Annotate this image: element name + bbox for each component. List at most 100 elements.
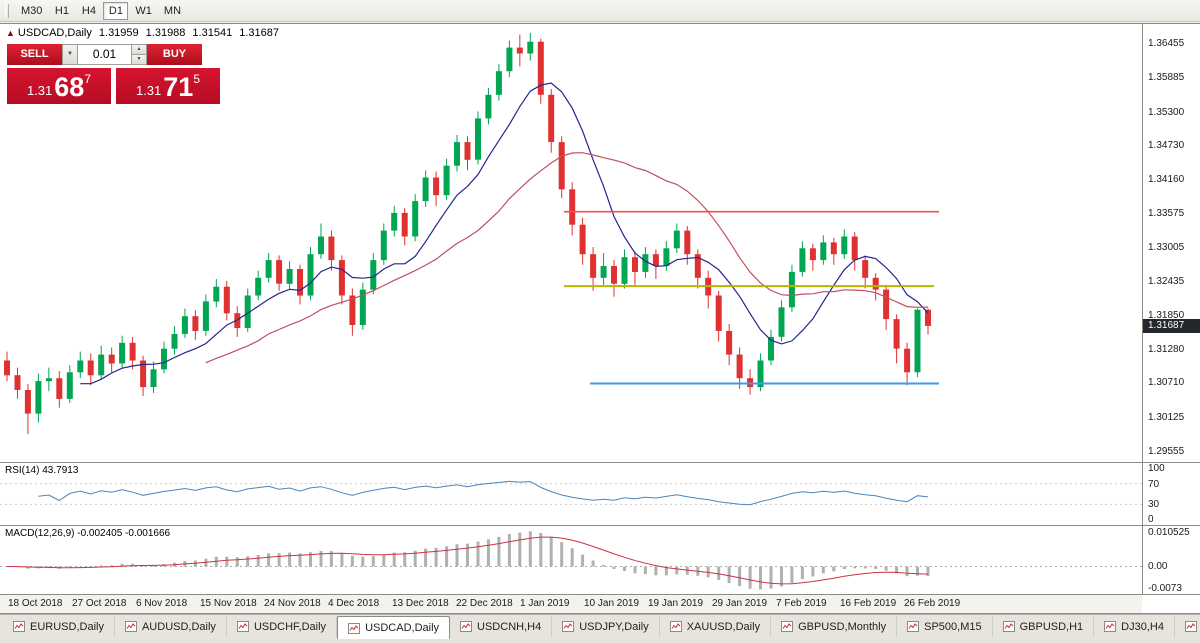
tab-label: GBPUSD,Monthly bbox=[798, 620, 887, 633]
macd-axis[interactable]: 0.010525 0.00 -0.0073 bbox=[1143, 526, 1200, 594]
tab-eurusd-daily[interactable]: EURUSD,Daily bbox=[3, 616, 115, 637]
date-axis-label: 19 Jan 2019 bbox=[648, 598, 704, 609]
timeframe-button-h1[interactable]: H1 bbox=[54, 4, 69, 17]
chart-tab-icon bbox=[562, 621, 575, 632]
macd-panel-separator[interactable] bbox=[0, 525, 1200, 526]
toolbar-grip[interactable] bbox=[5, 3, 9, 18]
tab-gbpusd-monthly[interactable]: GBPUSD,Monthly bbox=[771, 616, 898, 637]
tab-gbpusd-h1[interactable]: GBPUSD,H1 bbox=[993, 616, 1095, 637]
tab-label: USDCAD,Daily bbox=[365, 622, 440, 634]
date-axis-label: 4 Dec 2018 bbox=[328, 598, 380, 609]
tab-label: USDCHF,Daily bbox=[253, 620, 327, 633]
timeframe-button-d1[interactable]: D1 bbox=[103, 1, 129, 20]
buy-price-big: 1.31 bbox=[135, 83, 162, 98]
timeframe-button-m30[interactable]: M30 bbox=[21, 4, 43, 17]
rsi-axis-label: 70 bbox=[1148, 479, 1160, 490]
date-axis-label: 7 Feb 2019 bbox=[776, 598, 827, 609]
rsi-axis-label: 100 bbox=[1148, 463, 1165, 474]
tab-usdchf-daily[interactable]: USDCHF,Daily bbox=[227, 616, 338, 637]
date-axis-label: 10 Jan 2019 bbox=[584, 598, 640, 609]
volume-stepper: ▲ ▼ bbox=[132, 44, 147, 65]
chart-close-value: 1.31687 bbox=[239, 27, 279, 39]
tab-usdcnh-h4[interactable]: USDCNH,H4 bbox=[450, 616, 553, 637]
macd-axis-label: 0.00 bbox=[1148, 561, 1168, 572]
price-axis-label: 1.29555 bbox=[1148, 446, 1185, 457]
sell-price-mid: 68 bbox=[54, 72, 85, 102]
chart-title: ▲ USDCAD,Daily 1.31959 1.31988 1.31541 1.3168… bbox=[6, 27, 286, 39]
collapse-chart-icon[interactable]: ▲ bbox=[6, 28, 15, 38]
tab-label: DJ30,H4 bbox=[1121, 620, 1164, 633]
date-axis-label: 22 Dec 2018 bbox=[456, 598, 513, 609]
volume-decrease-button[interactable]: ▼ bbox=[132, 55, 146, 64]
price-axis-label: 1.36455 bbox=[1148, 38, 1185, 49]
date-axis-label: 15 Nov 2018 bbox=[200, 598, 257, 609]
date-axis[interactable]: 18 Oct 2018 27 Oct 2018 6 Nov 2018 15 Nov 2… bbox=[0, 595, 1142, 613]
buy-price-button[interactable]: 1.31 71 5 bbox=[116, 68, 220, 104]
macd-axis-label: 0.010525 bbox=[1148, 527, 1190, 538]
rsi-line bbox=[38, 480, 929, 506]
price-axis-label: 1.34730 bbox=[1148, 140, 1185, 151]
chart-tab-icon bbox=[781, 621, 794, 632]
price-axis-label: 1.32435 bbox=[1148, 276, 1185, 287]
buy-button[interactable]: BUY bbox=[147, 44, 202, 65]
ma-slow-line bbox=[205, 152, 929, 364]
one-click-trading-widget: SELL ▼ 0.01 ▲ ▼ BUY 1.31 68 7 1.31 71 bbox=[7, 44, 220, 104]
tab-usdjpy-daily[interactable]: USDJPY,Daily bbox=[552, 616, 660, 637]
tab-dj30-h4[interactable]: DJ30,H4 bbox=[1094, 616, 1175, 637]
rsi-chart[interactable] bbox=[0, 463, 1142, 525]
timeframe-button-h4[interactable]: H4 bbox=[81, 4, 96, 17]
chart-tab-icon bbox=[1184, 621, 1197, 632]
rsi-axis-label: 0 bbox=[1148, 514, 1154, 525]
timeframe-buttons: M30 H1 H4 D1 W1 MN bbox=[16, 1, 186, 20]
rsi-panel-separator[interactable] bbox=[0, 462, 1200, 463]
tab-sp500-m15[interactable]: SP500,M15 bbox=[897, 616, 993, 637]
date-axis-label: 6 Nov 2018 bbox=[136, 598, 188, 609]
chart-tab-bar: EURUSD,Daily AUDUSD,Daily USDCHF,Daily USDC… bbox=[0, 614, 1200, 643]
timeframe-toolbar: M30 H1 H4 D1 W1 MN bbox=[0, 0, 1200, 22]
rsi-axis-label: 30 bbox=[1148, 499, 1160, 510]
volume-input[interactable]: 0.01 bbox=[78, 44, 132, 65]
volume-increase-button[interactable]: ▲ bbox=[132, 45, 146, 55]
candlestick-series bbox=[4, 32, 931, 435]
chart-open-value: 1.31959 bbox=[98, 27, 139, 39]
price-axis-label: 1.33575 bbox=[1148, 208, 1185, 219]
timeframe-button-w1[interactable]: W1 bbox=[135, 4, 152, 17]
chart-tab-icon bbox=[907, 621, 920, 632]
date-axis-label: 1 Jan 2019 bbox=[520, 598, 570, 609]
date-axis-label: 13 Dec 2018 bbox=[392, 598, 449, 609]
sell-button[interactable]: SELL bbox=[7, 44, 62, 65]
macd-chart[interactable] bbox=[0, 526, 1142, 594]
volume-dropdown-button[interactable]: ▼ bbox=[62, 44, 78, 65]
macd-histogram bbox=[5, 531, 930, 590]
tab-xauusd-daily[interactable]: XAUUSD,Daily bbox=[660, 616, 772, 637]
chart-high-value: 1.31988 bbox=[145, 27, 186, 39]
price-chart[interactable] bbox=[0, 24, 1142, 462]
tab-tech100-h1[interactable]: TECH100,H1 bbox=[1175, 616, 1200, 637]
price-axis-label: 1.33005 bbox=[1148, 242, 1185, 253]
macd-axis-label: -0.0073 bbox=[1148, 583, 1182, 594]
tab-label: SP500,M15 bbox=[924, 620, 982, 633]
timeframe-button-mn[interactable]: MN bbox=[163, 4, 182, 17]
date-axis-label: 26 Feb 2019 bbox=[904, 598, 961, 609]
date-axis-label: 29 Jan 2019 bbox=[712, 598, 768, 609]
tab-usdcad-daily[interactable]: USDCAD,Daily bbox=[337, 616, 451, 639]
date-axis-separator bbox=[0, 594, 1200, 595]
tab-label: USDCNH,H4 bbox=[477, 620, 542, 633]
macd-label: MACD(12,26,9) -0.002405 -0.001666 bbox=[5, 528, 171, 539]
chart-tab-icon bbox=[460, 621, 473, 632]
current-price-tag: 1.31687 bbox=[1143, 319, 1200, 333]
chart-tab-icon bbox=[236, 621, 249, 632]
tab-audusd-daily[interactable]: AUDUSD,Daily bbox=[115, 616, 227, 637]
price-axis[interactable]: 1.36455 1.35885 1.35300 1.34730 1.34160 1.335… bbox=[1143, 24, 1200, 462]
tab-label: XAUUSD,Daily bbox=[686, 620, 761, 633]
date-axis-label: 16 Feb 2019 bbox=[840, 598, 897, 609]
ma-fast-line bbox=[80, 82, 929, 385]
date-axis-label: 27 Oct 2018 bbox=[72, 598, 127, 609]
rsi-axis[interactable]: 100 70 30 0 bbox=[1143, 463, 1200, 525]
sell-price-button[interactable]: 1.31 68 7 bbox=[7, 68, 111, 104]
tab-label: AUDUSD,Daily bbox=[141, 620, 216, 633]
buy-price-mid: 71 bbox=[163, 72, 194, 102]
chart-symbol: USDCAD,Daily bbox=[17, 27, 92, 39]
axis-separator bbox=[1142, 24, 1143, 594]
